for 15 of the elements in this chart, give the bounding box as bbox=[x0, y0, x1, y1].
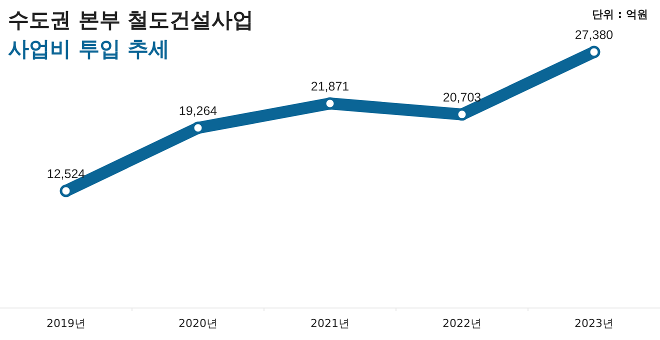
point bbox=[60, 184, 72, 198]
x-tick-label: 2022년 bbox=[442, 317, 482, 330]
x-tick-label: 2021년 bbox=[310, 317, 350, 330]
data-label: 19,264 bbox=[178, 104, 218, 118]
point bbox=[588, 46, 600, 58]
text: 단위 : 억원 bbox=[592, 8, 648, 21]
x-tick-label: 2020년 bbox=[178, 317, 218, 330]
x-tick-label: 2019년 bbox=[46, 317, 86, 330]
x-tick-label: 2023년 bbox=[574, 317, 614, 330]
chart-title: 수도권 본부 철도건설사업 bbox=[8, 8, 254, 32]
data-label: 20,703 bbox=[442, 90, 482, 104]
data-label: 27,380 bbox=[574, 28, 614, 42]
data-label: 12,524 bbox=[46, 166, 86, 181]
chart-subtitle: 사업비 투입 추세 bbox=[8, 37, 170, 61]
data-label: 21,871 bbox=[310, 80, 350, 94]
